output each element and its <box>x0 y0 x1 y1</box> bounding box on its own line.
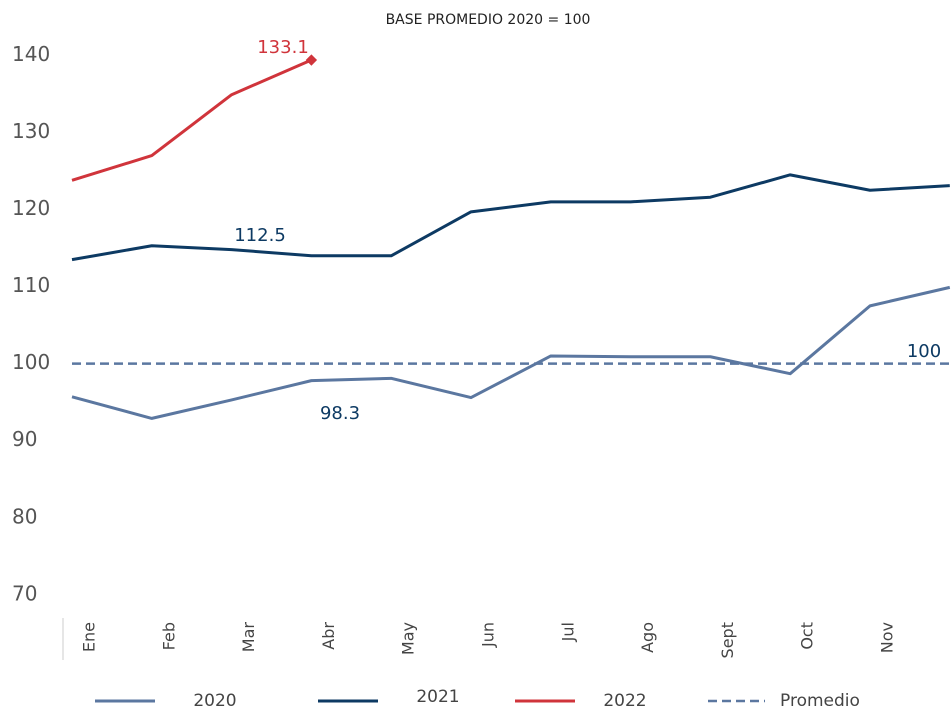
x-tick-label: May <box>399 622 418 655</box>
series-line <box>71 285 951 420</box>
legend-label: 2021 <box>416 687 459 707</box>
y-tick-label: 140 <box>12 42 50 66</box>
x-tick-label: Nov <box>878 622 897 653</box>
legend-label: 2020 <box>193 691 236 709</box>
x-tick-label: Jun <box>479 622 498 648</box>
y-tick-label: 120 <box>12 196 50 220</box>
legend-label: 2022 <box>603 691 646 709</box>
annotation: 98.3 <box>320 403 360 424</box>
x-tick-label: Ene <box>80 622 99 652</box>
y-tick-label: 80 <box>12 504 37 528</box>
x-tick-label: Ago <box>638 622 657 653</box>
y-tick-label: 130 <box>12 119 50 143</box>
x-tick-label: Sept <box>718 622 737 658</box>
x-tick-label: Abr <box>319 622 338 650</box>
annotation: 112.5 <box>234 225 286 246</box>
legend-label: Promedio <box>780 691 860 709</box>
x-tick-label: Mar <box>239 622 258 653</box>
y-tick-label: 90 <box>12 427 37 451</box>
chart-title: BASE PROMEDIO 2020 = 100 <box>386 12 591 28</box>
y-tick-label: 110 <box>12 273 50 297</box>
x-tick-label: Jul <box>558 622 577 642</box>
end-marker <box>305 54 318 66</box>
x-tick-label: Oct <box>798 622 817 650</box>
y-tick-label: 100 <box>12 350 50 374</box>
series-line <box>71 173 950 262</box>
series-line <box>71 58 312 182</box>
y-tick-label: 70 <box>12 581 37 605</box>
annotation: 133.1 <box>257 37 309 58</box>
x-tick-label: Feb <box>159 622 178 650</box>
annotation: 100 <box>907 341 941 362</box>
